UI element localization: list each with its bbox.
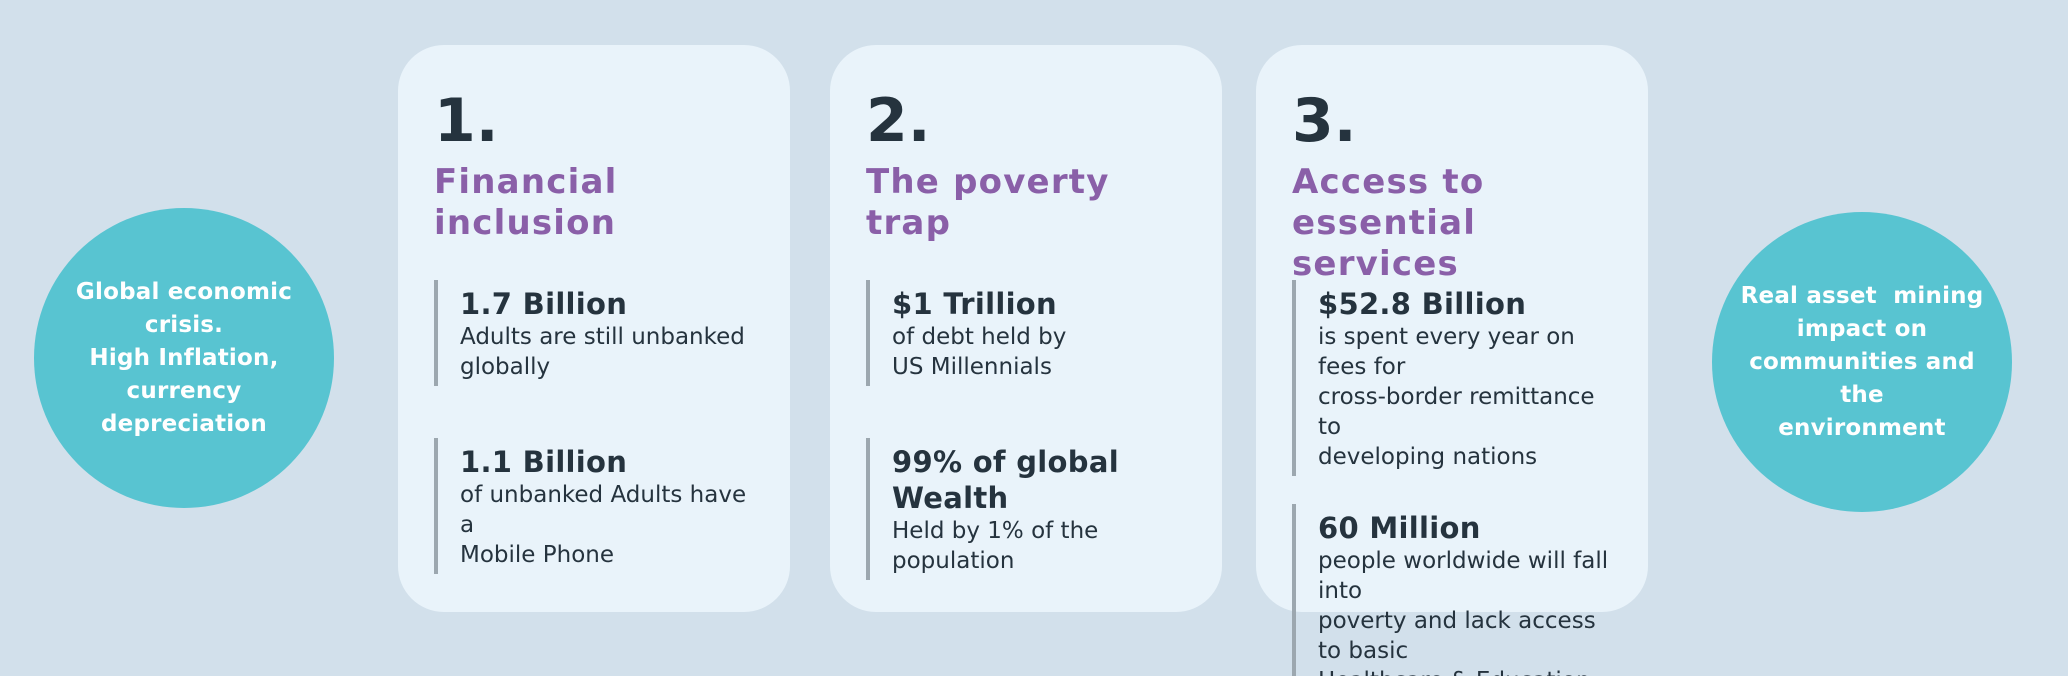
stat-millennial-debt: $1 Trillion of debt held by US Millennia…	[866, 280, 1192, 386]
card-number: 1.	[434, 86, 499, 156]
card-access-essential-services: 3. Access to essential services $52.8 Bi…	[1256, 45, 1648, 676]
stat-description: people worldwide will fall into poverty …	[1318, 548, 1609, 676]
stat-value: 60 Million	[1318, 511, 1481, 545]
card-stats: $52.8 Billion is spent every year on fee…	[1292, 280, 1618, 676]
mining-impact-bubble: Real asset mining impact on communities …	[1712, 212, 2012, 512]
card-title: Financial inclusion	[434, 162, 618, 243]
stat-value: $52.8 Billion	[1318, 287, 1527, 321]
stat-value: $1 Trillion	[892, 287, 1057, 321]
card-header: 3. Access to essential services	[1292, 86, 1618, 284]
stat-value: 99% of global Wealth	[892, 445, 1119, 515]
global-crisis-bubble-text: Global economic crisis. High Inflation, …	[75, 278, 293, 437]
card-header: 1. Financial inclusion	[434, 88, 760, 280]
stat-remittance-fees: $52.8 Billion is spent every year on fee…	[1292, 280, 1618, 476]
stat-description: of debt held by US Millennials	[892, 324, 1067, 380]
stat-description: Held by 1% of the population	[892, 518, 1099, 574]
stat-description: Adults are still unbanked globally	[460, 324, 745, 380]
stat-description: of unbanked Adults have a Mobile Phone	[460, 482, 747, 568]
mining-impact-bubble-text: Real asset mining impact on communities …	[1740, 282, 1984, 441]
stat-value: 1.7 Billion	[460, 287, 628, 321]
card-stats: 1.7 Billion Adults are still unbanked gl…	[434, 280, 760, 574]
stat-mobile-phone-adults: 1.1 Billion of unbanked Adults have a Mo…	[434, 438, 760, 574]
card-title: The poverty trap	[866, 162, 1110, 243]
card-number: 2.	[866, 86, 931, 156]
global-crisis-bubble: Global economic crisis. High Inflation, …	[34, 208, 334, 508]
stat-unbanked-adults: 1.7 Billion Adults are still unbanked gl…	[434, 280, 760, 386]
card-title: Access to essential services	[1292, 162, 1485, 284]
stat-poverty-fall: 60 Million people worldwide will fall in…	[1292, 504, 1618, 676]
stat-value: 1.1 Billion	[460, 445, 628, 479]
stat-description: is spent every year on fees for cross-bo…	[1318, 324, 1595, 470]
card-financial-inclusion: 1. Financial inclusion 1.7 Billion Adult…	[398, 45, 790, 612]
card-header: 2. The poverty trap	[866, 88, 1192, 280]
card-stats: $1 Trillion of debt held by US Millennia…	[866, 280, 1192, 580]
card-poverty-trap: 2. The poverty trap $1 Trillion of debt …	[830, 45, 1222, 612]
stat-global-wealth: 99% of global Wealth Held by 1% of the p…	[866, 438, 1192, 580]
card-number: 3.	[1292, 86, 1357, 156]
